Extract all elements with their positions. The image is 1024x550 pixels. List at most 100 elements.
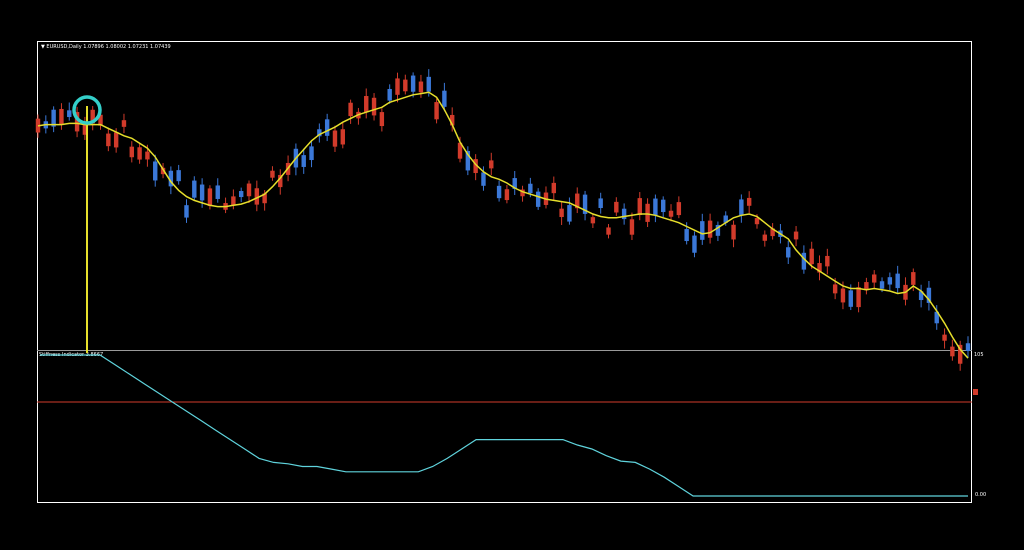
candle-body (872, 274, 877, 283)
candle-body (668, 210, 674, 217)
candle-body (520, 189, 525, 197)
candle-body (575, 193, 580, 209)
candle-body (199, 184, 205, 201)
indicator-line (40, 354, 968, 497)
candle-body (918, 291, 924, 301)
candle-body (957, 344, 963, 364)
candle-body (856, 287, 861, 308)
candle-body (739, 199, 744, 216)
candle-body (926, 287, 932, 303)
candle-body (82, 124, 88, 135)
candle-body (364, 96, 369, 113)
candle-body (371, 97, 377, 116)
candle-body (74, 112, 80, 132)
candle-body (934, 311, 939, 324)
candle-body (301, 155, 306, 167)
candle-body (137, 147, 142, 160)
highlight-circle (72, 95, 102, 125)
candle-body (809, 248, 814, 265)
candle-body (129, 146, 134, 158)
candle-body (707, 220, 713, 238)
candle-body (895, 273, 900, 289)
symbol-ohlc-label: ▼ EURUSD,Daily 1.07896 1.08002 1.07231 1… (41, 44, 171, 50)
candle-body (535, 191, 541, 207)
candle-body (348, 102, 353, 117)
candle-body (270, 170, 275, 178)
candle-body (309, 146, 314, 161)
candle-body (637, 198, 642, 216)
candle-body (387, 88, 392, 101)
candle-body (825, 255, 830, 267)
level-price-marker (973, 389, 978, 395)
chart-frame (37, 41, 972, 503)
candle-body (403, 79, 408, 92)
candle-body (418, 81, 424, 93)
candle-body (621, 208, 627, 220)
candle-body (231, 196, 236, 206)
candle-body (676, 202, 682, 216)
candle-body (184, 205, 189, 218)
candle-body (450, 114, 455, 126)
candle-body (442, 90, 447, 107)
indicator-axis-min: 0.00 (975, 492, 987, 498)
subwindow-divider[interactable] (37, 350, 972, 351)
candle-body (145, 151, 150, 160)
candle-body (786, 247, 791, 258)
candle-body (113, 132, 119, 148)
candle-body (254, 188, 260, 205)
candle-body (590, 217, 596, 224)
candle-body (528, 183, 533, 194)
candle-body (51, 109, 56, 127)
candle-body (98, 114, 103, 126)
candle-body (950, 346, 955, 357)
candle-body (278, 174, 283, 188)
candle-body (67, 110, 72, 118)
candle-body (504, 189, 510, 201)
moving-average-line (37, 91, 969, 359)
candle-body (762, 234, 768, 241)
candle-body (754, 218, 760, 225)
candle-body (723, 215, 728, 223)
candle-body (715, 224, 721, 236)
candle-body (793, 231, 799, 240)
candle-body (238, 191, 244, 198)
candle-body (700, 221, 705, 240)
candle-body (559, 208, 564, 218)
candle-body (106, 133, 111, 147)
candle-body (770, 228, 775, 237)
candle-body (457, 142, 463, 159)
candle-body (606, 227, 611, 235)
candle-body (473, 159, 478, 174)
candle-body (848, 290, 853, 307)
candle-body (410, 75, 416, 92)
candle-body (614, 201, 619, 213)
candle-body (324, 119, 330, 136)
candle-body (801, 252, 807, 270)
candle-body (332, 130, 338, 147)
candle-body (395, 78, 400, 95)
candle-body (684, 229, 689, 242)
candle-body (598, 198, 603, 209)
candle-body (496, 185, 502, 199)
candle-body (426, 76, 431, 92)
candle-body (840, 288, 846, 303)
candle-body (731, 224, 736, 240)
candle-body (692, 235, 697, 253)
candle-body (215, 185, 220, 199)
candle-body (911, 272, 916, 285)
candle-body (582, 194, 588, 214)
candle-body (340, 129, 345, 145)
candle-body (168, 170, 174, 187)
candle-body (653, 198, 658, 216)
candle-body (512, 178, 517, 189)
candle-body (879, 281, 885, 289)
candle-body (153, 161, 158, 181)
candle-body (551, 182, 556, 194)
candle-body (434, 102, 439, 120)
candle-body (661, 199, 666, 213)
candle-body (832, 284, 838, 294)
candle-body (192, 180, 197, 198)
candle-body (379, 112, 385, 127)
candle-body (246, 183, 252, 197)
